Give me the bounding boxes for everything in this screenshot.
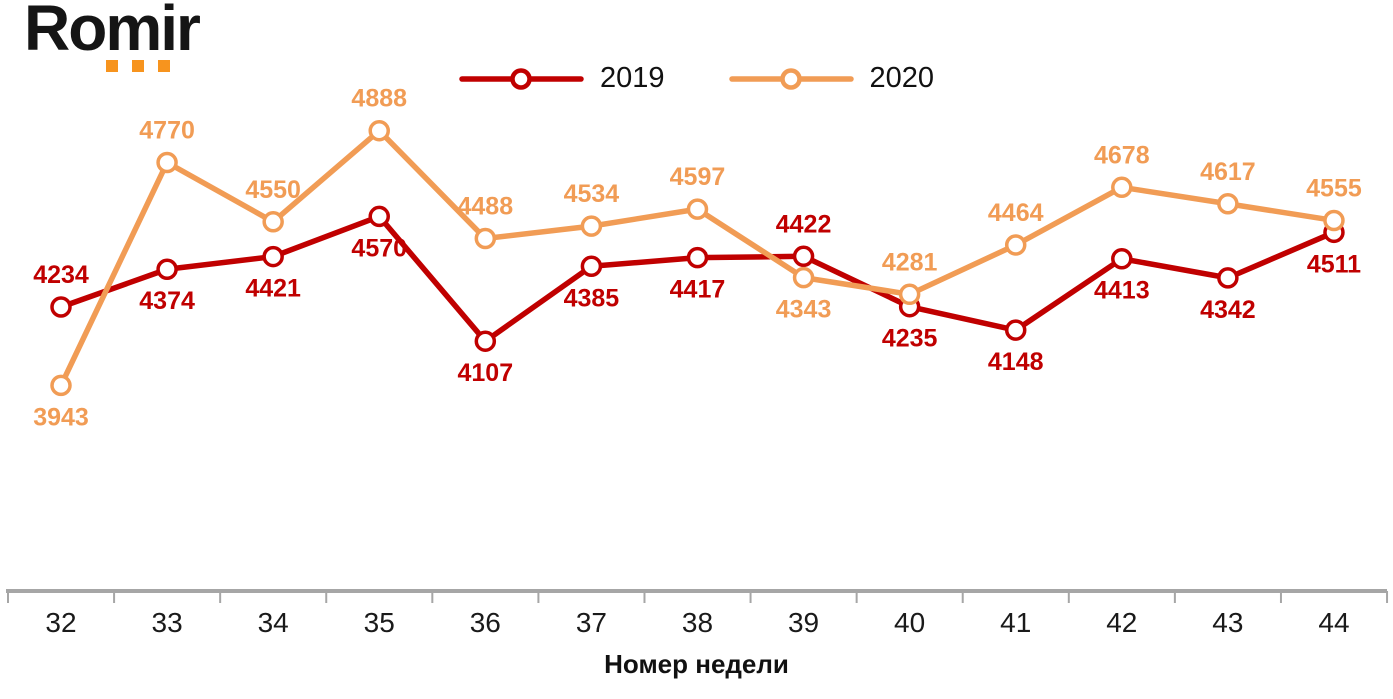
series-2019-marker [262, 245, 284, 268]
x-tick-label: 36 [470, 607, 501, 638]
series-2020-data-label: 4617 [1200, 158, 1256, 186]
series-2020-data-label: 4534 [564, 180, 620, 208]
x-tick-label: 33 [152, 607, 183, 638]
series-2019-marker [580, 255, 603, 278]
legend-line-sample-2020 [728, 67, 854, 90]
x-axis-title: Номер недели [604, 649, 789, 679]
x-tick-label: 35 [364, 607, 395, 638]
series-2020-data-label: 4888 [351, 85, 407, 113]
series-2020-data-label: 4343 [776, 296, 832, 324]
series-2020-marker [156, 151, 178, 174]
series-2020-data-label: 4555 [1306, 174, 1362, 202]
legend-label-2019: 2019 [599, 62, 665, 94]
logo-dot [158, 60, 170, 72]
series-2019-data-label: 4417 [670, 276, 726, 304]
brand-logo: Romir [24, 0, 201, 72]
legend-label-2020: 2020 [869, 62, 935, 94]
series-2019-data-label: 4511 [1307, 250, 1361, 278]
x-tick-label: 42 [1106, 607, 1137, 638]
series-2019-marker [1111, 247, 1133, 270]
legend-item-2020: 2020 [728, 62, 935, 95]
series-2019-data-label: 4385 [564, 284, 620, 312]
legend-item-2019: 2019 [459, 62, 665, 95]
x-tick-label: 32 [45, 607, 76, 638]
chart-legend: 2019 2020 [0, 62, 1393, 95]
series-2019-data-label: 4422 [776, 210, 832, 238]
x-tick-label: 37 [576, 607, 607, 638]
series-2020-marker [1323, 209, 1345, 232]
series-2020-data-label: 3943 [33, 403, 89, 431]
x-tick-label: 41 [1000, 607, 1031, 638]
legend-line-sample-2019 [459, 67, 584, 90]
series-2020-marker [368, 119, 390, 142]
series-2020-marker [898, 283, 921, 306]
series-2020-marker [1004, 234, 1027, 256]
series-2019-marker [474, 330, 497, 352]
logo-dot [132, 60, 144, 72]
series-2019-marker [368, 205, 390, 228]
series-2019-data-label: 4234 [33, 261, 89, 289]
x-tick-label: 43 [1212, 607, 1243, 638]
x-tick-label: 38 [682, 607, 713, 638]
series-2019-data-label: 4235 [882, 325, 938, 353]
series-2019-data-label: 4413 [1094, 277, 1150, 305]
series-2019-marker [1004, 319, 1027, 341]
series-2020-data-label: 4770 [139, 117, 195, 145]
series-2020-marker [474, 227, 497, 250]
series-2020-marker [1217, 193, 1239, 215]
series-2019-data-label: 4374 [139, 287, 195, 315]
brand-logo-text: Romir [24, 0, 201, 64]
series-2019-data-label: 4148 [988, 348, 1044, 376]
series-2020-marker [686, 198, 709, 220]
series-2020-data-label: 4678 [1094, 141, 1150, 169]
x-tick-label: 34 [258, 607, 289, 638]
series-2020-data-label: 4488 [458, 193, 514, 221]
series-2020-data-label: 4550 [245, 176, 301, 204]
series-2020-marker [262, 211, 284, 233]
logo-dot [106, 60, 118, 72]
series-2019-marker [686, 246, 709, 269]
series-2019-marker [1217, 267, 1239, 289]
series-2020-data-label: 4281 [882, 248, 938, 276]
series-2020-marker [580, 215, 603, 237]
series-2020-data-label: 4597 [670, 163, 726, 191]
brand-logo-dots [106, 60, 170, 72]
series-2020-marker [1111, 176, 1133, 199]
x-tick-label: 40 [894, 607, 925, 638]
series-2019-data-label: 4342 [1200, 296, 1256, 324]
series-2019-marker [156, 258, 178, 280]
x-tick-label: 44 [1318, 607, 1349, 638]
series-2020-marker [50, 374, 72, 397]
series-2019-data-label: 4570 [351, 234, 407, 262]
series-2019-data-label: 4107 [458, 359, 514, 387]
series-2020-data-label: 4464 [988, 199, 1044, 227]
series-2019-data-label: 4421 [245, 275, 301, 303]
series-2020-marker [792, 266, 815, 289]
series-2019-marker [792, 245, 815, 268]
x-tick-label: 39 [788, 607, 819, 638]
series-2019-marker [50, 296, 72, 318]
